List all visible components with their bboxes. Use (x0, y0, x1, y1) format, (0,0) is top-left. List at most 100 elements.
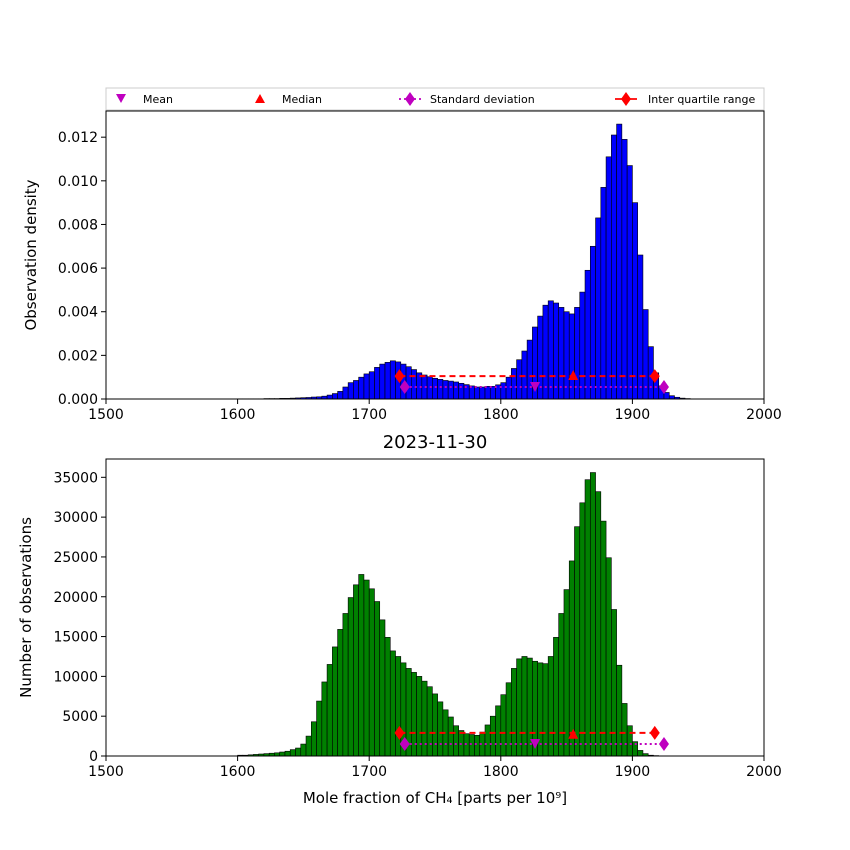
count-bar (574, 526, 581, 757)
density-bar (442, 380, 449, 400)
count-bar (600, 520, 607, 757)
count-std-high-marker (658, 737, 669, 752)
count-bar (326, 664, 333, 757)
density-bar (500, 382, 507, 400)
density-bar (353, 380, 359, 400)
count-chart-title: 2023-11-30 (383, 432, 488, 453)
count-statistics (394, 725, 669, 752)
count-y-tick-label: 5000 (62, 709, 98, 725)
count-bar (495, 705, 502, 757)
density-y-tick-label: 0.012 (58, 130, 98, 146)
count-std-low-marker (399, 737, 410, 752)
count-bar (595, 491, 602, 757)
count-y-axis: 0 5000 10000 15000 20000 25000 30000 35000 (53, 470, 106, 765)
density-bar (379, 363, 386, 400)
count-bar (295, 747, 302, 757)
std-marker-icon (405, 92, 415, 106)
count-bar (384, 637, 391, 757)
density-bar (621, 139, 628, 400)
density-bar (663, 392, 670, 400)
count-bar (426, 686, 433, 757)
density-bar (584, 269, 591, 400)
count-iqr-low-marker (394, 725, 405, 740)
count-mean-marker (530, 739, 541, 750)
count-bar (511, 668, 517, 757)
density-mean-marker (530, 382, 541, 392)
count-bar (353, 584, 359, 757)
count-bar (621, 703, 628, 757)
count-y-tick-label: 35000 (53, 470, 98, 486)
density-x-axis: 1500 1600 1700 1800 1900 2000 (88, 399, 782, 423)
count-bar (337, 629, 344, 757)
count-bar (395, 656, 402, 757)
density-bar (358, 376, 365, 400)
count-bar (379, 619, 386, 757)
count-bar (542, 663, 549, 757)
density-bar (363, 373, 370, 400)
density-bar (405, 366, 412, 400)
count-bar (558, 613, 565, 757)
density-y-axis-label: Observation density (22, 179, 40, 330)
density-bar (411, 369, 417, 400)
density-std-high-marker (658, 380, 669, 394)
count-bar (584, 479, 591, 757)
density-x-tick-label: 2000 (746, 407, 782, 423)
density-histogram-panel: 1500 1600 1700 1800 1900 2000 0.000 0.002 0.004… (22, 110, 782, 423)
density-bar (453, 381, 459, 400)
density-bar (511, 368, 517, 400)
density-y-tick-label: 0.004 (58, 305, 98, 321)
legend-label-median: Median (282, 93, 322, 106)
count-bar (611, 609, 617, 757)
density-bar (347, 382, 354, 400)
density-bar (437, 379, 444, 400)
median-marker-icon (255, 94, 265, 103)
density-y-axis: 0.000 0.002 0.004 0.006 0.008 0.010 0.012 (58, 130, 106, 408)
density-x-tick-label: 1500 (88, 407, 124, 423)
count-bar (316, 700, 323, 757)
count-bar (305, 735, 312, 757)
density-bar (342, 386, 349, 400)
count-bar (437, 701, 444, 757)
density-bar (632, 202, 638, 400)
density-bar (616, 123, 623, 400)
count-bar (389, 650, 396, 757)
count-x-axis-label: Mole fraction of CH₄ [parts per 10⁹] (303, 789, 567, 807)
count-x-axis: 1500 1600 1700 1800 1900 2000 (88, 756, 782, 780)
count-bar (489, 715, 496, 757)
density-bar (479, 386, 486, 400)
count-bar (279, 751, 286, 757)
density-bar (642, 309, 649, 400)
count-histogram-panel: 2023-11-30 1500 1600 1700 1800 1900 2000 0 500… (17, 432, 782, 807)
count-y-tick-label: 30000 (53, 510, 98, 526)
density-bar (332, 393, 338, 400)
density-bar (337, 391, 344, 400)
count-x-tick-label: 2000 (746, 764, 782, 780)
count-bar (368, 588, 375, 757)
count-bar (342, 613, 349, 757)
density-axes-frame (105, 110, 765, 400)
count-bar (310, 721, 317, 757)
density-median-marker (568, 370, 579, 380)
density-x-tick-label: 1600 (220, 407, 256, 423)
density-bar (374, 367, 381, 400)
density-bar (326, 394, 333, 400)
density-bar (516, 359, 523, 400)
count-bar (484, 724, 491, 757)
density-bar (611, 134, 617, 400)
density-bar (600, 187, 607, 400)
count-iqr-high-marker (649, 725, 660, 740)
legend-label-mean: Mean (143, 93, 173, 106)
count-bar (332, 646, 338, 757)
count-bar (289, 749, 296, 757)
density-bar (542, 304, 549, 400)
count-y-tick-label: 15000 (53, 630, 98, 646)
density-bar (432, 377, 438, 400)
density-bar (521, 350, 528, 400)
count-y-tick-label: 10000 (53, 669, 98, 685)
count-bar (474, 734, 481, 757)
count-bar (358, 574, 365, 757)
density-y-tick-label: 0.010 (58, 174, 98, 190)
density-bar (484, 386, 491, 400)
iqr-marker-icon (621, 92, 631, 106)
count-bar (321, 681, 328, 757)
